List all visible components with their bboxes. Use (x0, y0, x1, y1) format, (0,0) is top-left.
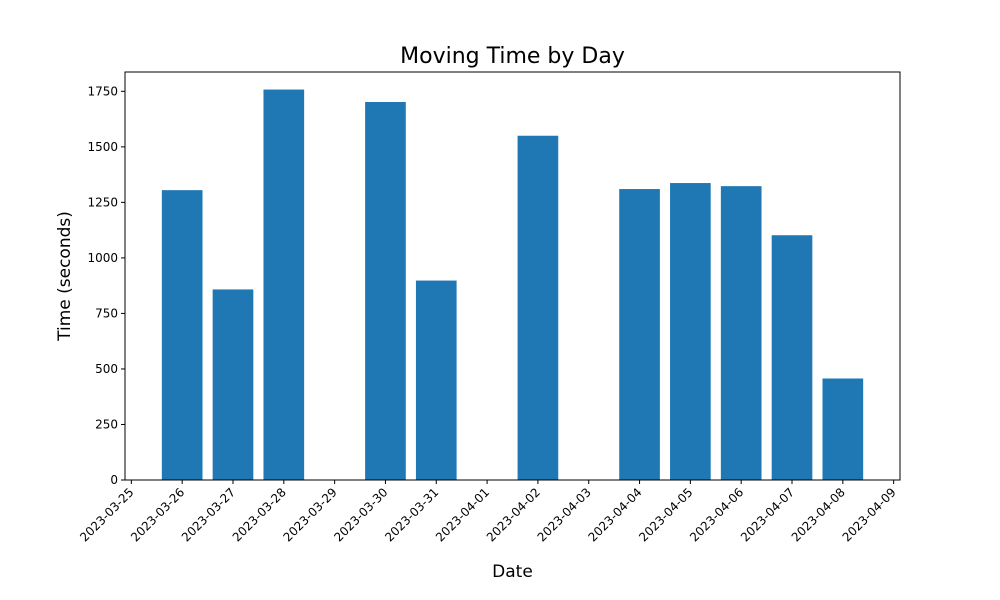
x-tick-label: 2023-03-29 (281, 485, 340, 544)
y-tick-label: 1250 (87, 195, 118, 209)
x-tick-label: 2023-03-26 (128, 485, 187, 544)
y-axis: 0 250 500 750 1000 1250 1500 1750 (87, 84, 125, 487)
x-tick-label: 2023-04-06 (687, 485, 746, 544)
x-tick-label: 2023-04-05 (636, 485, 695, 544)
x-tick-label: 2023-03-27 (179, 485, 238, 544)
x-tick-label: 2023-04-07 (738, 485, 797, 544)
bar-2023-03-28 (263, 89, 305, 481)
bar-2023-04-04 (619, 189, 660, 481)
x-tick-label: 2023-04-02 (484, 485, 543, 544)
bar-2023-04-05 (670, 183, 711, 481)
x-tick-label: 2023-04-01 (433, 485, 492, 544)
y-tick-label: 250 (95, 417, 118, 431)
x-tick-label: 2023-03-25 (77, 485, 136, 544)
bars-layer (161, 89, 864, 481)
bar-2023-04-08 (822, 378, 864, 480)
bar-2023-04-06 (720, 186, 762, 480)
y-axis-title: Time (seconds) (55, 211, 75, 342)
x-axis: 2023-03-252023-03-262023-03-272023-03-28… (77, 480, 899, 544)
y-tick-label: 0 (110, 473, 118, 487)
plot-frame (124, 71, 901, 481)
x-tick-label: 2023-03-28 (230, 485, 289, 544)
y-tick-label: 1750 (87, 84, 118, 98)
chart-title: Moving Time by Day (400, 44, 625, 69)
bar-2023-03-27 (212, 289, 254, 480)
x-axis-title: Date (492, 562, 533, 582)
x-tick-label: 2023-03-30 (331, 485, 390, 544)
bar-2023-03-30 (365, 101, 406, 480)
y-tick-label: 750 (95, 306, 118, 320)
x-tick-label: 2023-04-08 (789, 485, 848, 544)
x-tick-label: 2023-03-31 (382, 485, 441, 544)
bar-2023-03-26 (161, 190, 203, 480)
x-tick-label: 2023-04-09 (840, 485, 899, 544)
y-tick-label: 500 (95, 362, 118, 376)
y-tick-label: 1000 (87, 251, 118, 265)
bar-2023-04-02 (517, 135, 559, 481)
x-tick-label: 2023-04-04 (585, 485, 644, 544)
x-tick-label: 2023-04-03 (535, 485, 594, 544)
y-tick-label: 1500 (87, 140, 118, 154)
bar-2023-03-31 (415, 280, 457, 480)
bar-2023-04-07 (771, 235, 813, 480)
